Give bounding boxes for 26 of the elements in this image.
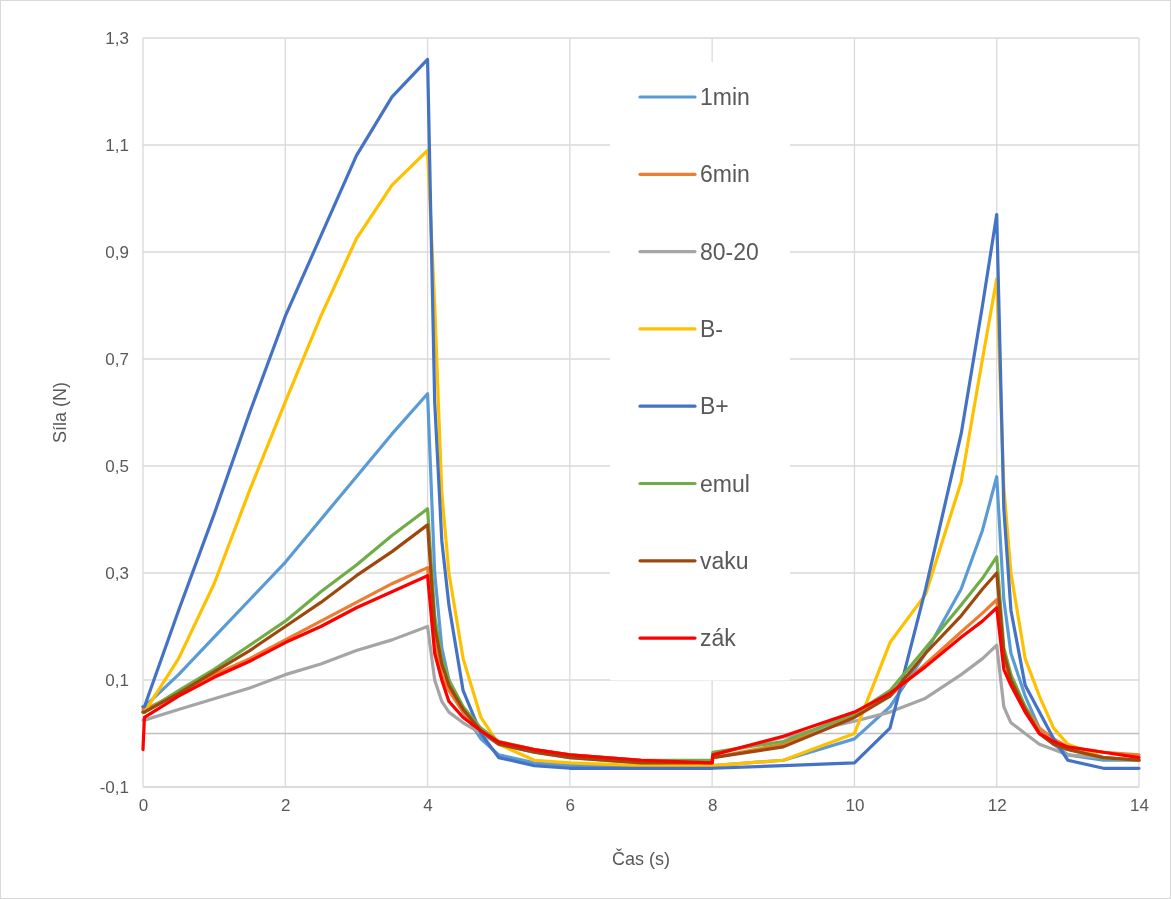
- y-tick-label: 1,3: [105, 28, 129, 48]
- legend-label: vaku: [700, 547, 749, 574]
- legend-label: zák: [700, 625, 737, 652]
- x-tick-label: 4: [423, 796, 433, 816]
- legend-label: emul: [700, 470, 750, 497]
- legend-label: B+: [700, 393, 729, 420]
- x-tick-label: 6: [565, 796, 576, 816]
- x-tick-label: 8: [707, 796, 718, 816]
- y-tick-label: 0,7: [105, 349, 129, 369]
- y-tick-label: 0,5: [105, 456, 129, 476]
- legend-label: 6min: [700, 161, 750, 188]
- y-axis-title: Síla (N): [50, 381, 70, 444]
- x-axis-title: Čas (s): [612, 848, 670, 869]
- y-tick-label: 0,3: [105, 563, 129, 583]
- y-tick-label: 1,1: [105, 135, 129, 155]
- y-tick-label: 0,1: [105, 670, 129, 690]
- x-tick-label: 14: [1130, 796, 1149, 816]
- y-tick-label: -0,1: [99, 777, 129, 797]
- x-tick-label: 2: [281, 796, 291, 816]
- x-tick-label: 12: [987, 796, 1007, 816]
- x-tick-label: 0: [138, 796, 149, 816]
- y-tick-label: 0,9: [105, 242, 129, 262]
- x-tick-label: 10: [845, 796, 865, 816]
- legend-label: 80-20: [700, 238, 759, 265]
- legend-label: B-: [700, 315, 723, 342]
- legend-label: 1min: [700, 84, 750, 110]
